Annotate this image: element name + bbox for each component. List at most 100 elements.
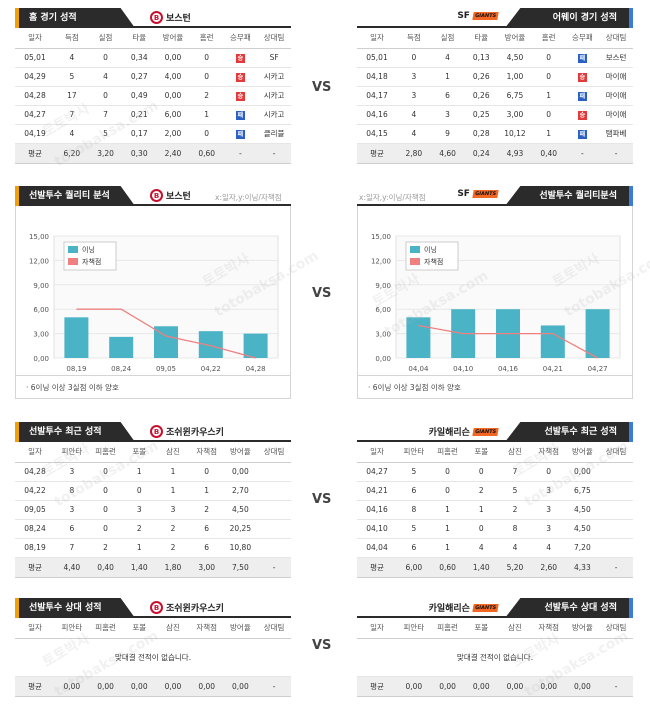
column-header: 자책점: [531, 618, 566, 639]
away-versus-header: 카일해리슨 GIANTS 선발투수 상대 성적: [357, 598, 633, 618]
column-header: 실점: [88, 28, 123, 49]
table-cell: 1: [430, 519, 465, 539]
result-cell: 승: [223, 48, 258, 68]
away-quality-panel: x:일자,y:이닝/자책점 SF GIANTS 선발투수 퀄리티분석 15,00…: [357, 186, 633, 399]
average-cell: 0,60: [430, 557, 465, 578]
table-row: 04,28 17 0 0,49 0,00 2 승 시카고: [15, 86, 291, 106]
column-header: 피안타: [397, 442, 431, 463]
table-cell: 4,50: [565, 500, 600, 520]
inning-bar: [585, 309, 610, 358]
table-cell: 04,17: [357, 86, 397, 106]
opponent-cell: 탬파베: [599, 124, 633, 144]
table-cell: 6,75: [498, 86, 532, 106]
opponent-cell: 시카고: [257, 105, 291, 125]
table-row: 04,27 5 0 0 7 0 0,00: [357, 462, 633, 482]
table-cell: 0: [189, 67, 224, 87]
column-header: 자책점: [189, 442, 224, 463]
table-cell: 3: [156, 500, 190, 520]
table-cell: 0,34: [122, 48, 157, 68]
table-cell: 4,50: [223, 500, 258, 520]
column-header: 타율: [464, 28, 499, 49]
home-versus-header: 선발투수 상대 성적 B 조쉬윈카우스키: [15, 598, 291, 618]
column-header: 상대팀: [257, 618, 291, 639]
table-cell: 0,00: [565, 462, 600, 482]
table-row: 05,01 4 0 0,34 0,00 0 승 SF: [15, 48, 291, 68]
table-cell: 1: [122, 462, 157, 482]
boston-logo-icon: B: [150, 425, 163, 438]
average-cell: 0,24: [464, 143, 499, 164]
table-cell: 7: [55, 538, 89, 558]
legend-swatch-line: [410, 258, 420, 265]
column-header: 홈런: [189, 28, 224, 49]
table-cell: 3: [55, 462, 89, 482]
table-cell: [257, 538, 291, 558]
away-starter-header: 카일해리슨 GIANTS 선발투수 최근 성적: [357, 422, 633, 442]
vs-label-3: VS: [312, 492, 332, 507]
y-tick-label: 15,00: [371, 233, 391, 241]
table-cell: 1: [189, 105, 224, 125]
boston-logo-icon: B: [150, 11, 163, 24]
y-tick-label: 9,00: [375, 282, 391, 290]
column-header: 방어율: [565, 618, 600, 639]
table-cell: 10,80: [223, 538, 258, 558]
table-cell: 5: [397, 462, 431, 482]
table-cell: 04,28: [15, 86, 55, 106]
table-cell: [599, 500, 633, 520]
table-row: 04,15 4 9 0,28 10,12 1 패 탬파베: [357, 124, 633, 144]
table-cell: [599, 481, 633, 501]
legend-swatch-bar: [410, 246, 420, 253]
column-header: 피홈런: [88, 442, 123, 463]
table-cell: 6,75: [565, 481, 600, 501]
table-cell: 17: [55, 86, 89, 106]
away-versus-panel: 카일해리슨 GIANTS 선발투수 상대 성적 일자 피안타 피홈런 포볼 삼진 자책점 방…: [357, 598, 633, 697]
y-tick-label: 3,00: [375, 331, 391, 339]
y-tick-label: 6,00: [375, 306, 391, 314]
inning-bar: [540, 325, 565, 358]
average-cell: -: [257, 676, 291, 697]
column-header: 삼진: [156, 618, 190, 639]
table-row: 04,16 4 3 0,25 3,00 0 승 마이애: [357, 105, 633, 125]
loss-badge: 패: [235, 110, 245, 120]
table-cell: 2: [498, 500, 532, 520]
x-tick-label: 04,16: [498, 365, 519, 373]
home-record-table: 일자 득점 실점 타율 방어율 홈런 승무패 상대팀 05,01 4 0 0,34 0,00 0 승 SF 0…: [15, 28, 291, 164]
away-quality-note: · 6이닝 이상 3실점 이하 양호: [357, 376, 633, 399]
average-cell: 0,00: [430, 676, 465, 697]
away-quality-chart: 15,00 12,00 9,00 6,00 3,00 0,00 04,04 04,10 04,1…: [357, 206, 633, 376]
table-cell: 8: [397, 500, 431, 520]
table-cell: 1: [430, 538, 465, 558]
away-quality-chart-svg: 15,00 12,00 9,00 6,00 3,00 0,00 04,04 04,10 04,1…: [371, 233, 621, 373]
table-cell: 2: [189, 500, 224, 520]
opponent-cell: 시카고: [257, 86, 291, 106]
column-header: 삼진: [498, 442, 532, 463]
legend-label: 자책점: [424, 257, 443, 266]
table-cell: 09,05: [15, 500, 55, 520]
average-cell: 1,80: [156, 557, 190, 578]
column-header: 일자: [357, 28, 397, 49]
away-record-header: 어웨이 경기 성적 SF GIANTS: [357, 8, 633, 28]
table-cell: [257, 519, 291, 539]
legend-swatch-bar: [68, 246, 78, 253]
table-row: 04,10 5 1 0 8 3 4,50: [357, 519, 633, 539]
average-cell: 0,60: [189, 143, 224, 164]
average-cell: 0,00: [464, 676, 499, 697]
table-cell: 08,19: [15, 538, 55, 558]
table-row: 04,29 5 4 0,27 4,00 0 승 시카고: [15, 67, 291, 87]
average-cell: 0,30: [122, 143, 157, 164]
away-starter-table: 일자 피안타 피홈런 포볼 삼진 자책점 방어율 상대팀 04,27 5 0 0 7 0 0,00 04,2…: [357, 442, 633, 578]
average-cell: -: [599, 557, 633, 578]
table-cell: [257, 500, 291, 520]
table-cell: 0: [531, 48, 566, 68]
inning-bar: [406, 317, 431, 358]
average-cell: -: [223, 143, 258, 164]
column-header: 홈런: [531, 28, 566, 49]
column-header: 일자: [15, 618, 55, 639]
opponent-cell: 클리블: [257, 124, 291, 144]
table-cell: 3: [397, 86, 431, 106]
result-cell: 승: [565, 67, 600, 87]
home-starter-title: 선발투수 최근 성적: [15, 422, 135, 442]
y-tick-label: 12,00: [29, 257, 49, 265]
average-cell: 6,00: [397, 557, 431, 578]
table-cell: 5: [88, 124, 123, 144]
